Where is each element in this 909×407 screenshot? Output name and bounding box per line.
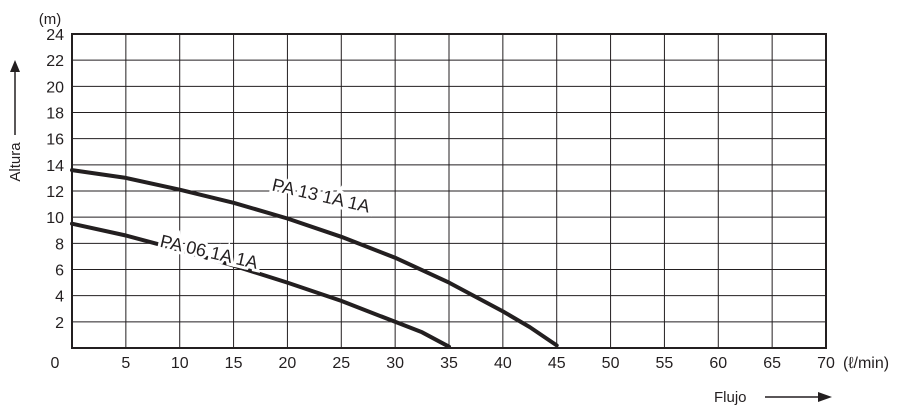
y-tick-label: 6 (55, 263, 64, 280)
x-axis-arrow-head (818, 392, 832, 402)
x-axis-unit: (ℓ/min) (843, 355, 889, 372)
y-tick-label: 24 (46, 27, 64, 44)
x-tick-label: 45 (548, 355, 566, 372)
x-axis-label: Flujo (714, 389, 747, 406)
y-axis-arrow-head (10, 60, 20, 72)
y-tick-label: 20 (46, 79, 64, 96)
x-tick-label: 35 (440, 355, 458, 372)
x-tick-label: 5 (121, 355, 130, 372)
y-axis-label: Altura (7, 142, 24, 182)
x-tick-label: 0 (51, 355, 60, 372)
series-line (70, 221, 451, 349)
x-tick-label: 55 (656, 355, 674, 372)
x-tick-label: 10 (171, 355, 189, 372)
series-line (70, 168, 559, 348)
x-tick-labels: 0 5 10 15 20 25 30 35 40 45 50 55 60 65 70 (51, 355, 835, 372)
series-label: PA 13 1A 1A (270, 175, 372, 217)
y-tick-label: 4 (55, 289, 64, 306)
x-tick-label: 20 (279, 355, 297, 372)
y-tick-label: 8 (55, 236, 64, 253)
y-tick-label: 10 (46, 210, 64, 227)
y-tick-label: 14 (46, 158, 64, 175)
x-tick-label: 60 (709, 355, 727, 372)
x-tick-label: 70 (817, 355, 835, 372)
series-label: PA 06 1A 1A (158, 231, 260, 273)
x-axis-label-group: Flujo (714, 389, 832, 406)
grid-lines (72, 34, 826, 348)
y-tick-label: 2 (55, 315, 64, 332)
x-tick-label: 30 (386, 355, 404, 372)
y-tick-label: 18 (46, 106, 64, 123)
x-tick-label: 50 (602, 355, 620, 372)
y-tick-label: 22 (46, 53, 64, 70)
y-axis-label-group: Altura (7, 60, 24, 182)
y-axis-unit: (m) (39, 11, 62, 28)
y-tick-label: 16 (46, 132, 64, 149)
x-tick-label: 25 (332, 355, 350, 372)
x-tick-label: 15 (225, 355, 243, 372)
y-tick-label: 12 (46, 184, 64, 201)
x-tick-label: 40 (494, 355, 512, 372)
x-tick-label: 65 (763, 355, 781, 372)
